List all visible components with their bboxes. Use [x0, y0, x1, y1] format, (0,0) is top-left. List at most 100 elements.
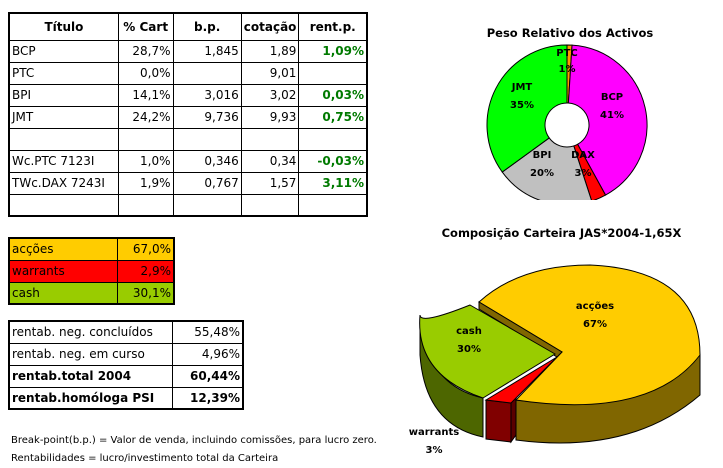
doughnut-chart: PTC 1% BCP 41% DAX 3% BPI 20% JMT 35%	[486, 44, 648, 200]
cell-bp: 0,346	[172, 149, 242, 173]
doughnut-slice-bpi	[501, 137, 592, 200]
cell-rent: 1,09%	[298, 39, 368, 63]
pie-chart-title: Composição Carteira JAS*2004-1,65X	[441, 226, 682, 240]
doughnut-label-bpi: BPI	[533, 150, 552, 161]
label-warrants-pct: 3%	[426, 445, 443, 456]
doughnut-slice-bcp	[567, 44, 648, 196]
cell-titulo: JMT	[8, 105, 119, 129]
returns-row: rentab. neg. concluídos 55,48%	[8, 320, 244, 344]
cell-cotacao: 0,34	[240, 149, 300, 173]
pie-slice-warrants	[484, 356, 558, 404]
cell-titulo	[8, 193, 119, 217]
returns-label: rentab. neg. concluídos	[8, 320, 174, 344]
label-warrants: warrants	[409, 427, 459, 438]
doughnut-chart-title: Peso Relativo dos Activos	[486, 26, 654, 40]
cell-cart: 14,1%	[117, 83, 174, 107]
doughnut-label-jmt: JMT	[511, 82, 533, 93]
doughnut-pct-dax: 3%	[575, 168, 592, 179]
returns-value: 12,39%	[172, 386, 244, 410]
allocation-value: 30,1%	[116, 281, 175, 305]
cell-rent: 3,11%	[298, 171, 368, 195]
returns-row: rentab. neg. em curso 4,96%	[8, 342, 244, 366]
pie-slice-accoes	[478, 264, 701, 406]
cell-cart	[117, 127, 174, 151]
returns-table: rentab. neg. concluídos 55,48% rentab. neg…	[8, 320, 244, 410]
doughnut-pct-jmt: 35%	[510, 100, 534, 111]
returns-row: rentab.total 2004 60,44%	[8, 364, 244, 388]
cell-rent: 0,75%	[298, 105, 368, 129]
header-cotacao: cotação	[240, 12, 300, 41]
returns-value: 4,96%	[172, 342, 244, 366]
holdings-header-row: Título % Cart b.p. cotação rent.p.	[8, 12, 368, 41]
doughnut-pct-bpi: 20%	[530, 168, 554, 179]
cell-rent	[298, 61, 368, 85]
label-accoes: acções	[576, 301, 614, 312]
allocation-table: acções 67,0% warrants 2,9% cash 30,1%	[8, 237, 175, 305]
header-rent: rent.p.	[298, 12, 368, 41]
cell-cotacao	[240, 193, 300, 217]
table-row: BPI 14,1% 3,016 3,02 0,03%	[8, 83, 368, 107]
cell-cart: 24,2%	[117, 105, 174, 129]
cell-titulo: TWc.DAX 7243I	[8, 171, 119, 195]
cell-rent: 0,03%	[298, 83, 368, 107]
table-row	[8, 127, 368, 151]
returns-value: 60,44%	[172, 364, 244, 388]
cell-cart	[117, 193, 174, 217]
cell-bp: 3,016	[172, 83, 242, 107]
holdings-table: Título % Cart b.p. cotação rent.p. BCP 28…	[8, 12, 368, 217]
returns-label: rentab.homóloga PSI	[8, 386, 174, 410]
cell-cotacao: 1,89	[240, 39, 300, 63]
cell-titulo: BPI	[8, 83, 119, 107]
cell-rent: -0,03%	[298, 149, 368, 173]
header-bp: b.p.	[172, 12, 242, 41]
cell-cotacao: 9,93	[240, 105, 300, 129]
cell-cotacao: 1,57	[240, 171, 300, 195]
cell-bp	[172, 193, 242, 217]
cell-bp	[172, 127, 242, 151]
allocation-label: cash	[8, 281, 118, 305]
cell-rent	[298, 127, 368, 151]
cell-cart: 1,0%	[117, 149, 174, 173]
cell-cotacao: 3,02	[240, 83, 300, 107]
table-row: PTC 0,0% 9,01	[8, 61, 368, 85]
allocation-label: acções	[8, 237, 118, 261]
pie-slice-warrants-side	[485, 399, 512, 443]
cell-rent	[298, 193, 368, 217]
cell-titulo: BCP	[8, 39, 119, 63]
label-accoes-pct: 67%	[583, 319, 607, 330]
allocation-value: 67,0%	[116, 237, 175, 261]
label-cash-pct: 30%	[457, 344, 481, 355]
doughnut-label-ptc: PTC	[556, 48, 578, 59]
table-row: JMT 24,2% 9,736 9,93 0,75%	[8, 105, 368, 129]
pie-chart-3d: acções 67% cash 30% warrants 3%	[409, 264, 701, 456]
cell-bp: 1,845	[172, 39, 242, 63]
allocation-row: cash 30,1%	[8, 281, 175, 305]
cell-titulo: Wc.PTC 7123I	[8, 149, 119, 173]
doughnut-pct-bcp: 41%	[600, 110, 624, 121]
doughnut-label-bcp: BCP	[601, 92, 623, 103]
cell-cart: 0,0%	[117, 61, 174, 85]
cell-bp: 9,736	[172, 105, 242, 129]
label-cash: cash	[456, 326, 482, 337]
header-titulo: Título	[8, 12, 119, 41]
table-row	[8, 193, 368, 217]
allocation-row: acções 67,0%	[8, 237, 175, 261]
pie-slice-cash	[419, 304, 556, 399]
cell-cart: 1,9%	[117, 171, 174, 195]
doughnut-pct-ptc: 1%	[559, 64, 576, 75]
returns-value: 55,48%	[172, 320, 244, 344]
cell-cotacao	[240, 127, 300, 151]
note-breakpoint: Break-point(b.p.) = Valor de venda, incl…	[11, 435, 377, 446]
returns-label: rentab.total 2004	[8, 364, 174, 388]
table-row: Wc.PTC 7123I 1,0% 0,346 0,34 -0,03%	[8, 149, 368, 173]
doughnut-slice-jmt	[486, 44, 568, 173]
returns-row: rentab.homóloga PSI 12,39%	[8, 386, 244, 410]
note-rentabilidades: Rentabilidades = lucro/investimento tota…	[11, 453, 279, 464]
table-row: TWc.DAX 7243I 1,9% 0,767 1,57 3,11%	[8, 171, 368, 195]
cell-titulo: PTC	[8, 61, 119, 85]
allocation-value: 2,9%	[116, 259, 175, 283]
cell-bp	[172, 61, 242, 85]
allocation-label: warrants	[8, 259, 118, 283]
doughnut-label-dax: DAX	[571, 150, 595, 161]
returns-label: rentab. neg. em curso	[8, 342, 174, 366]
